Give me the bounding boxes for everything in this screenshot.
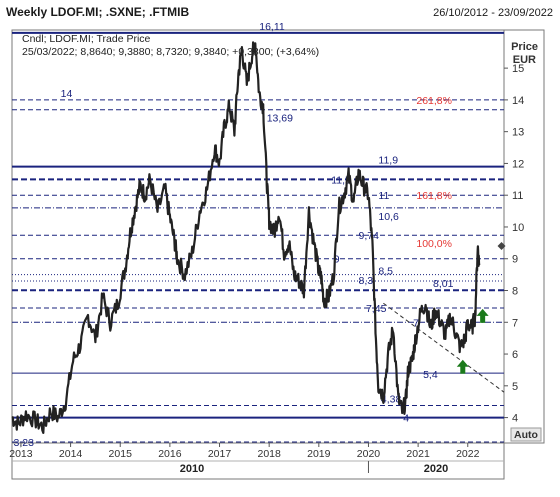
level-label: 3,23 — [13, 437, 34, 449]
buy-arrow — [456, 359, 469, 374]
level-label: 8,01 — [433, 278, 454, 290]
y-tick-label: 7 — [512, 317, 518, 329]
fib-label: 261,8% — [416, 95, 452, 107]
level-label: 4,38 — [381, 394, 402, 406]
level-label: 4 — [403, 413, 409, 425]
price-axis-frame — [503, 29, 545, 444]
y-axis-title-price: Price — [511, 41, 538, 53]
x-tick-label: 2020 — [357, 448, 381, 460]
fib-labels: 261,8% 161,8% 100,0% — [416, 95, 452, 250]
y-tick-label: 9 — [512, 254, 518, 266]
auto-scale-button[interactable]: Auto — [514, 429, 538, 441]
buy-arrow — [476, 308, 489, 323]
y-tick-label: 8 — [512, 286, 518, 298]
y-tick-label: 12 — [512, 158, 524, 170]
level-label: 8,3 — [359, 275, 374, 287]
y-tick-label: 14 — [512, 95, 524, 107]
chart-title: Weekly LDOF.MI; .SXNE; .FTMIB — [6, 5, 189, 19]
x-major-label: 2010 — [180, 463, 204, 475]
date-range: 26/10/2012 - 23/09/2022 — [433, 7, 553, 19]
y-tick-label: 6 — [512, 349, 518, 361]
markers — [456, 242, 506, 374]
level-label: 7 — [413, 317, 419, 329]
legend-line-2: 25/03/2022; 8,8640; 9,3880; 8,7320; 9,38… — [22, 46, 319, 58]
y-tick-label: 10 — [512, 222, 524, 234]
x-tick-label: 2014 — [59, 448, 83, 460]
level-label: 11 — [378, 190, 389, 202]
x-major-label: 2020 — [424, 463, 448, 475]
x-tick-label: 2017 — [208, 448, 232, 460]
x-axis-ticks: 2013 2014 2015 2016 2017 2018 2019 2020 2021 2022… — [9, 443, 480, 475]
trendline-group — [383, 302, 505, 393]
x-tick-label: 2021 — [406, 448, 430, 460]
header-bar — [0, 0, 560, 22]
y-tick-label: 15 — [512, 63, 524, 75]
y-axis-title-currency: EUR — [513, 54, 536, 66]
y-tick-label: 13 — [512, 127, 524, 139]
level-label: 11,9 — [378, 155, 398, 167]
x-tick-label: 2013 — [9, 448, 33, 460]
x-tick-label: 2022 — [456, 448, 480, 460]
level-label: 14 — [61, 88, 73, 100]
level-label: 8,5 — [378, 266, 393, 278]
price-series-line — [11, 41, 481, 434]
x-tick-label: 2018 — [257, 448, 281, 460]
level-label: 16,11 — [259, 21, 285, 33]
y-axis-ticks: 4 5 6 7 8 9 10 11 12 13 14 15 — [504, 63, 524, 425]
fib-label: 100,0% — [416, 238, 452, 250]
trendline — [383, 302, 505, 393]
price-series — [11, 41, 481, 434]
y-tick-label: 4 — [512, 413, 518, 425]
level-label: 9,74 — [359, 230, 380, 242]
last-price-diamond — [497, 242, 506, 251]
level-label: 13,69 — [267, 113, 293, 125]
level-label: 10,6 — [378, 211, 399, 223]
y-tick-label: 5 — [512, 381, 518, 393]
level-label: 9 — [334, 254, 340, 266]
level-label: 5,4 — [423, 369, 438, 381]
y-tick-label: 11 — [512, 190, 523, 202]
auto-scale-button-bg[interactable] — [510, 427, 542, 442]
x-tick-label: 2016 — [158, 448, 182, 460]
x-tick-label: 2019 — [307, 448, 331, 460]
fib-label: 161,8% — [416, 190, 452, 202]
x-tick-label: 2015 — [109, 448, 133, 460]
legend-line-1: Cndl; LDOF.MI; Trade Price — [22, 33, 151, 45]
level-label: 7,45 — [366, 303, 387, 315]
level-lines — [12, 31, 504, 443]
